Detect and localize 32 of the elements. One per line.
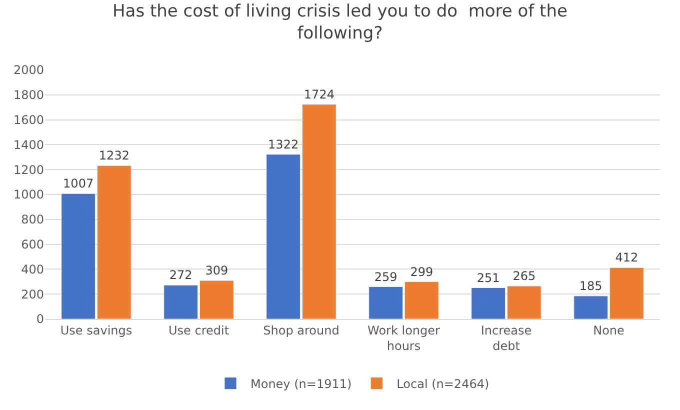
- data-label: 1232: [98, 148, 130, 163]
- x-tick-label: Work longer hours: [368, 323, 440, 353]
- data-label: 309: [205, 264, 228, 278]
- y-tick-label: 600: [21, 238, 44, 252]
- y-tick-label: 0: [36, 312, 44, 326]
- chart-title: Has the cost of living crisis led you to do more of the following?: [112, 1, 568, 44]
- data-label: 251: [476, 270, 500, 285]
- data-label: 1322: [268, 137, 299, 152]
- y-tick-label: 400: [21, 262, 44, 276]
- y-tick-label: 1600: [13, 113, 44, 127]
- legend-label: Local (n=2464): [396, 376, 490, 391]
- data-label: 1724: [304, 87, 334, 102]
- y-tick-label: 2000: [13, 63, 44, 78]
- data-label: 299: [410, 264, 434, 279]
- data-label: 185: [579, 278, 602, 293]
- y-tick-label: 800: [21, 212, 44, 227]
- data-label: 272: [169, 268, 192, 282]
- y-tick-label: 1200: [13, 162, 44, 177]
- y-tick-label: 1800: [13, 88, 44, 102]
- data-label: 265: [512, 269, 536, 284]
- data-label: 259: [374, 270, 398, 284]
- x-tick-label: Use credit: [168, 323, 230, 338]
- legend-label: Money (n=1911): [250, 376, 352, 391]
- x-tick-label: Increase debt: [480, 323, 532, 353]
- y-tick-label: 200: [21, 287, 44, 302]
- x-tick-label: Shop around: [263, 323, 340, 338]
- data-label: 412: [615, 250, 638, 265]
- x-tick-label: Use savings: [60, 323, 132, 338]
- x-tick-label: None: [593, 323, 624, 338]
- y-tick-label: 1400: [13, 138, 44, 152]
- data-label: 1007: [63, 176, 94, 191]
- y-tick-label: 1000: [13, 188, 44, 202]
